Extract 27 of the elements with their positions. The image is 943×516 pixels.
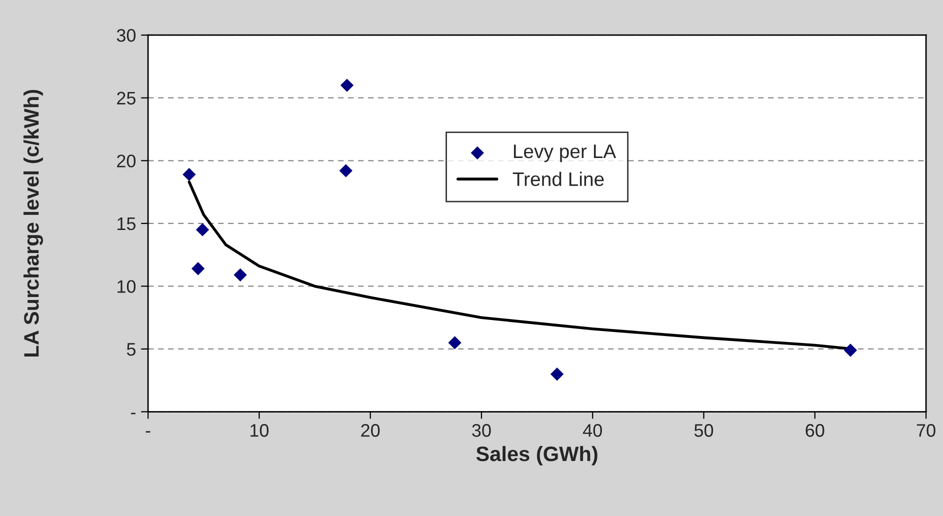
y-tick-label: 5 (126, 343, 136, 356)
x-tick-label: 10 (250, 424, 269, 437)
y-tick-label: - (131, 412, 136, 414)
y-tick-label: 25 (117, 92, 136, 105)
y-tick-label: 20 (117, 154, 136, 168)
x-tick-label: 30 (472, 424, 491, 437)
x-tick-label: 50 (694, 424, 714, 437)
x-tick-label: 40 (582, 424, 602, 437)
x-tick-label: 20 (361, 424, 380, 437)
point (191, 262, 205, 276)
point (196, 223, 210, 236)
point (340, 78, 354, 92)
x-tick-label: 60 (806, 424, 824, 437)
point (182, 168, 196, 182)
y-axis-title: LA Surcharge level (c/kWh) (24, 90, 44, 357)
point (234, 268, 247, 282)
x-tick-label: 70 (916, 424, 936, 437)
y-tick-label: 10 (118, 280, 136, 293)
y-tick-label: 30 (116, 29, 136, 42)
legend-label: Levy per LA (514, 144, 616, 162)
point (339, 164, 352, 178)
point (550, 368, 564, 381)
legend-label: Trend Line (512, 172, 604, 186)
point (448, 336, 462, 350)
y-tick-label: 15 (118, 218, 136, 230)
point (844, 344, 858, 357)
x-axis-title: Sales (GWh) (476, 446, 598, 466)
